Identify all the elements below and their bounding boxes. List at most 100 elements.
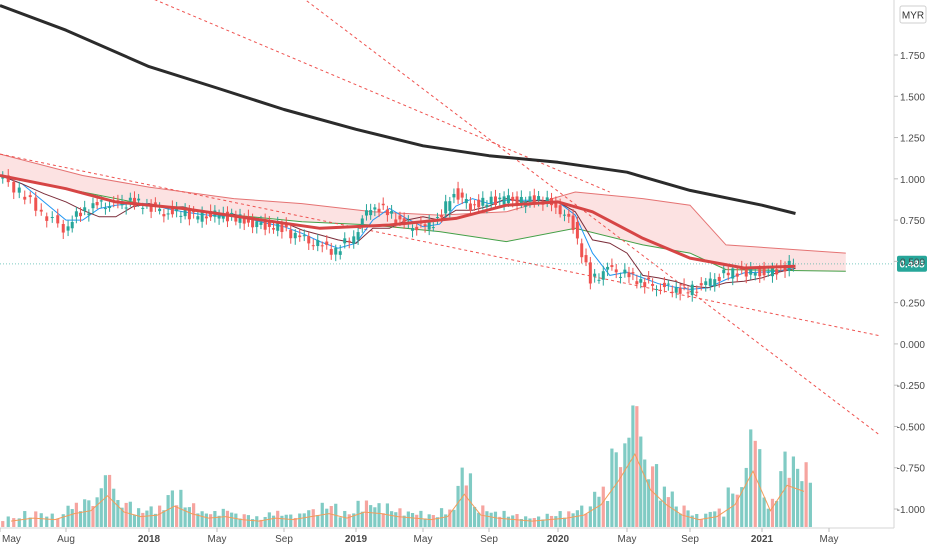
candle-body [686, 292, 690, 294]
volume-bar [456, 485, 460, 527]
candle-body [498, 197, 502, 200]
volume-bar [128, 501, 132, 527]
volume-bar [643, 459, 647, 527]
candle-body [79, 212, 83, 217]
volume-bar [584, 513, 588, 527]
volume-bar [575, 510, 580, 527]
volume-bar [639, 436, 643, 527]
candle-body [394, 219, 398, 224]
candle-body [12, 181, 16, 193]
volume-bar [107, 474, 112, 527]
volume-bar [364, 500, 369, 527]
x-tick-label: 2021 [751, 534, 774, 545]
candle-body [209, 211, 213, 218]
candle-body [415, 226, 419, 231]
volume-bar [298, 513, 302, 527]
currency-badge-frame [899, 5, 927, 24]
candle-body [558, 205, 562, 215]
candle-body [699, 283, 703, 286]
candle-body [137, 198, 141, 201]
volume-bar [464, 485, 468, 527]
x-tick-label: May [618, 534, 637, 545]
candle-body [597, 279, 601, 281]
volume-bar [17, 518, 21, 527]
candle-body [230, 212, 234, 215]
candle-body [511, 196, 515, 202]
volume-bar [662, 486, 667, 527]
volume-bar [770, 498, 775, 527]
candle-body [347, 240, 351, 242]
volume-bar [381, 513, 385, 527]
candle-body [662, 282, 666, 288]
last-price-label: 0.485 [899, 259, 924, 270]
volume-bar [398, 508, 402, 527]
volume-bar [567, 511, 571, 527]
volume-bars [1, 405, 812, 527]
candle-body [132, 197, 136, 206]
volume-bar [610, 448, 614, 527]
candle-body [749, 268, 753, 275]
candle-body [515, 196, 519, 205]
candle-body [658, 289, 662, 291]
candle-body [255, 221, 259, 228]
x-tick-label: Sep [480, 534, 498, 545]
volume-bar [99, 488, 103, 527]
candle-body [166, 213, 170, 215]
volume-bar [775, 501, 779, 527]
candle-body [545, 197, 549, 204]
candle-body [39, 209, 43, 212]
candle-body [70, 221, 74, 229]
volume-bar [493, 511, 498, 527]
volume-bar [472, 506, 477, 527]
currency-badge[interactable]: MYR [899, 5, 927, 24]
volume-bar [787, 477, 791, 527]
candle-body [103, 208, 107, 210]
candle-body [610, 265, 614, 268]
volume-bar [415, 514, 419, 527]
volume-bar [605, 500, 610, 527]
candle-body [726, 272, 730, 276]
volume-bar [250, 519, 255, 527]
x-tick-label: May [2, 534, 21, 545]
candle-body [28, 195, 32, 198]
x-tick-label: May [820, 534, 839, 545]
candle-body [381, 203, 385, 206]
volume-bar [116, 500, 120, 527]
volume-bar [519, 519, 523, 527]
candle-body [280, 224, 284, 233]
candle-body [651, 283, 655, 286]
candle-body [464, 199, 468, 204]
candle-body [635, 281, 639, 285]
volume-bar [722, 516, 726, 527]
volume-bar [225, 510, 230, 527]
candle-body [329, 248, 333, 255]
candle-body [179, 215, 183, 217]
candle-body [149, 203, 153, 212]
y-tick-label: 1.750 [900, 51, 925, 62]
volume-bar [489, 512, 493, 527]
volume-bar [647, 479, 651, 527]
plot-area[interactable] [0, 0, 894, 527]
candle-body [631, 272, 635, 274]
candle-body [45, 216, 49, 221]
axes: MYR 0.485 1.750 1.500 1.250 1.000 0.750 0.500… [0, 0, 927, 545]
x-tick-label: 2019 [345, 534, 368, 545]
volume-bar [213, 511, 217, 527]
volume-bar [137, 508, 141, 527]
volume-bar [635, 406, 639, 527]
volume-bar [343, 510, 347, 527]
volume-bar [204, 513, 208, 527]
volume-bar [481, 505, 485, 527]
volume-bar [618, 467, 623, 527]
candle-body [554, 201, 558, 208]
volume-ma-line [10, 453, 805, 522]
volume-bar [103, 475, 108, 527]
volume-bar [666, 497, 670, 527]
volume-bar [187, 507, 191, 527]
candle-body [196, 216, 200, 220]
candle-body [473, 204, 477, 206]
volume-bar [162, 510, 166, 527]
volume-bar [468, 473, 473, 527]
